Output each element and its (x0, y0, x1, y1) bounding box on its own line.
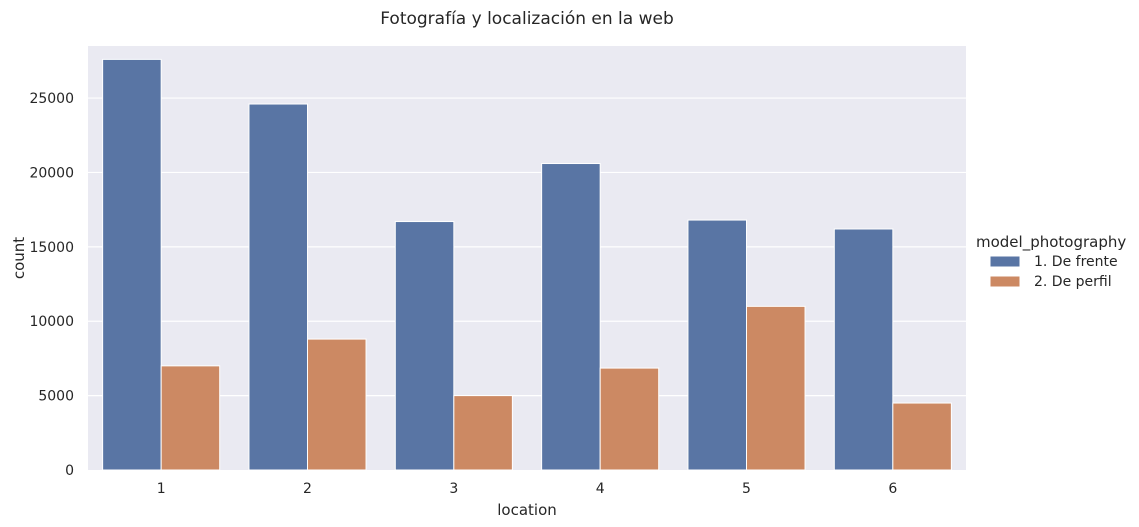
legend-label: 1. De frente (1034, 254, 1118, 270)
plot-area (88, 46, 966, 470)
bar (687, 219, 748, 471)
bar (453, 395, 513, 471)
bar (248, 103, 308, 471)
x-tick-label: 1 (157, 481, 166, 497)
bar (599, 367, 660, 471)
y-tick-label: 25000 (29, 91, 74, 107)
bar (833, 228, 894, 471)
x-tick-label: 3 (449, 481, 458, 497)
y-axis-ticks: 0 5000 10000 15000 20000 25000 (29, 91, 74, 479)
legend-swatch (989, 275, 1021, 288)
legend: model_photography 1. De frente 2. De perf… (976, 233, 1126, 290)
bar (541, 163, 601, 471)
bar (102, 58, 162, 471)
y-tick-label: 10000 (29, 314, 74, 330)
bars (102, 58, 952, 471)
x-tick-label: 5 (742, 481, 751, 497)
bar (892, 402, 952, 471)
y-tick-label: 5000 (38, 389, 74, 405)
x-axis-label: location (497, 501, 557, 519)
bar (160, 365, 221, 471)
chart-title: Fotografía y localización en la web (380, 9, 674, 29)
legend-swatch (989, 255, 1021, 268)
bar (394, 221, 455, 471)
x-tick-label: 6 (888, 481, 897, 497)
y-tick-label: 20000 (29, 165, 74, 181)
legend-title: model_photography (976, 233, 1126, 252)
y-axis-label: count (10, 237, 28, 279)
y-tick-label: 15000 (29, 240, 74, 256)
x-axis-ticks: 1 2 3 4 5 6 (157, 481, 898, 497)
x-tick-label: 4 (596, 481, 605, 497)
y-tick-label: 0 (65, 463, 74, 479)
legend-items: 1. De frente 2. De perfil (989, 254, 1118, 290)
gridlines (88, 97, 966, 397)
bar (307, 338, 367, 471)
legend-label: 2. De perfil (1034, 274, 1112, 290)
bar (746, 305, 806, 471)
x-tick-label: 2 (303, 481, 312, 497)
